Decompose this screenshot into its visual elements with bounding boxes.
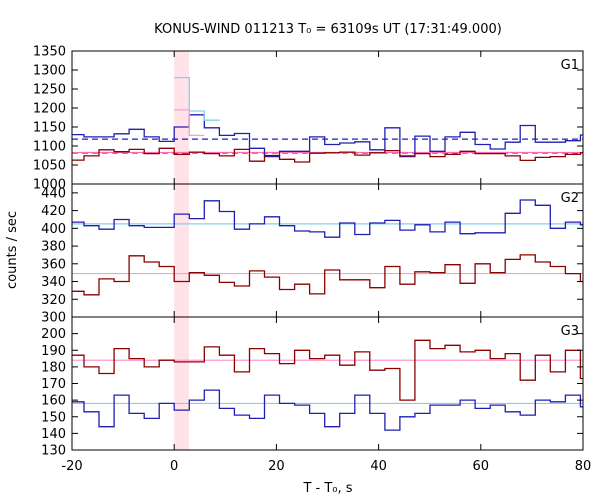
series-g3-0 (72, 339, 583, 401)
y-tick-label: 380 (41, 240, 66, 255)
series-g1-1 (72, 147, 583, 163)
y-tick-label: 1300 (33, 64, 66, 79)
panel-label-g3: G3 (561, 324, 579, 339)
series-g2-1 (72, 254, 583, 296)
y-tick-label: 420 (41, 204, 66, 219)
y-axis-label: counts / sec (5, 211, 20, 289)
x-tick-label: 60 (473, 459, 490, 474)
y-tick-label: 180 (41, 360, 66, 375)
series-g2-0 (72, 199, 583, 238)
y-tick-label: 1000 (33, 178, 66, 193)
y-tick-label: 340 (41, 275, 66, 290)
y-tick-label: 130 (41, 444, 66, 459)
x-axis-label: T - T₀, s (302, 481, 352, 496)
y-tick-label: 1350 (33, 45, 66, 60)
y-tick-label: 360 (41, 257, 66, 272)
y-tick-label: 320 (41, 293, 66, 308)
panel-label-g1: G1 (561, 58, 579, 73)
y-tick-label: 170 (41, 377, 66, 392)
y-tick-label: 440 (41, 186, 66, 201)
panel-frame-g1 (71, 50, 584, 185)
highlight-band (174, 51, 190, 450)
x-tick-label: 80 (575, 459, 592, 474)
panel-g2: 300 320 340 360 380 400 420 440 G2 (41, 183, 584, 326)
series-g3-1 (72, 389, 583, 431)
series-g1-0 (72, 114, 583, 158)
y-tick-label: 160 (41, 394, 66, 409)
y-tick-label: 400 (41, 222, 66, 237)
panel-frame-g2 (71, 183, 584, 318)
y-tick-label: 1050 (33, 159, 66, 174)
x-tick-label: -20 (61, 459, 82, 474)
panel-label-g2: G2 (561, 191, 579, 206)
y-tick-label: 140 (41, 427, 66, 442)
y-tick-label: 1200 (33, 102, 66, 117)
panel-g1: 1000 1050 1100 1150 1200 1250 1300 1350 G1 (33, 45, 584, 193)
y-tick-label: 1150 (33, 121, 66, 136)
y-tick-label: 1250 (33, 83, 66, 98)
y-tick-label: 200 (41, 327, 66, 342)
x-tick-label: 40 (370, 459, 387, 474)
series-g1-2 (174, 76, 220, 121)
x-tick-label: 0 (170, 459, 178, 474)
chart-title: KONUS-WIND 011213 T₀ = 63109s UT (17:31:… (154, 22, 502, 37)
y-tick-label: 1100 (33, 140, 66, 155)
series-g1-3 (174, 109, 205, 137)
plot-layer: 10001050110011501200125013001350G1300320… (33, 45, 591, 475)
y-tick-label: 190 (41, 344, 66, 359)
y-tick-label: 150 (41, 410, 66, 425)
x-tick-label: 20 (268, 459, 285, 474)
panel-frame-g3 (71, 316, 584, 451)
y-tick-label: 300 (41, 311, 66, 326)
